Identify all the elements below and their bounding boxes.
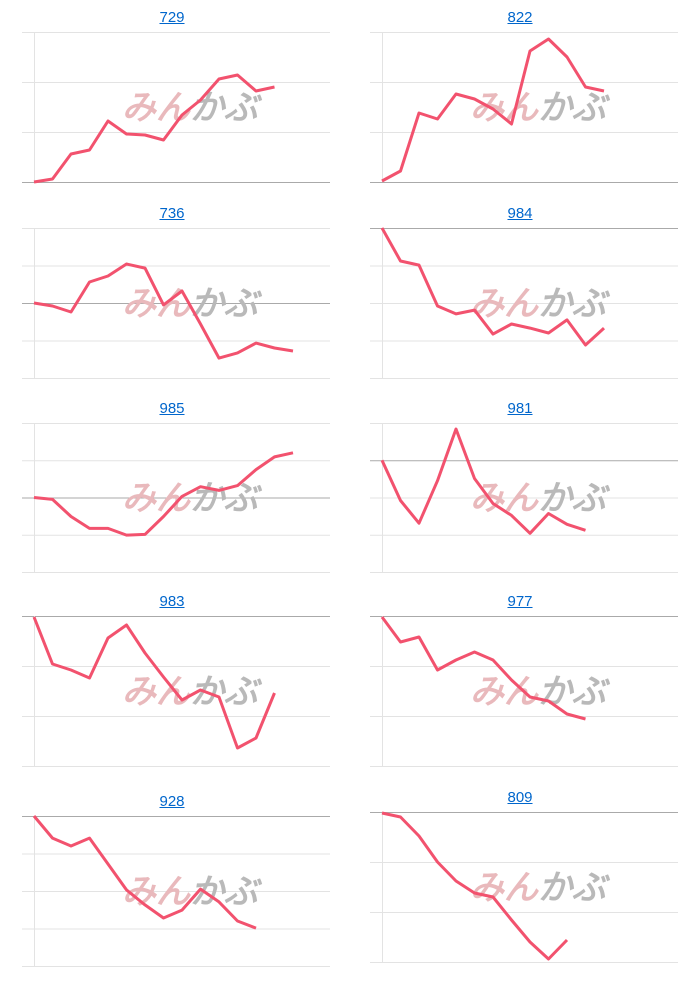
chart-title-link[interactable]: 928: [159, 793, 185, 810]
line-chart: みんかぶ: [22, 616, 330, 767]
watermark-part2: かぶ: [538, 672, 611, 712]
watermark-logo: みんかぶ: [470, 88, 611, 128]
series-line: [380, 616, 586, 721]
watermark-logo: みんかぶ: [470, 672, 611, 712]
chart-title-link[interactable]: 822: [507, 9, 533, 26]
watermark-logo: みんかぶ: [122, 479, 263, 519]
watermark-logo: みんかぶ: [122, 672, 263, 712]
watermark-part1: みん: [470, 672, 539, 712]
chart-title-link[interactable]: 729: [159, 9, 185, 26]
watermark-part2: かぶ: [538, 868, 611, 908]
chart-title-link[interactable]: 983: [159, 593, 185, 610]
chart-title-link[interactable]: 984: [507, 205, 533, 222]
chart-title-link[interactable]: 809: [507, 789, 533, 806]
watermark-part2: かぶ: [190, 672, 263, 712]
line-chart: みんかぶ: [370, 227, 678, 379]
watermark-part2: かぶ: [190, 88, 263, 128]
series-line: [380, 427, 586, 535]
series-line: [33, 73, 275, 184]
line-chart: みんかぶ: [370, 423, 678, 573]
chart-title-link[interactable]: 981: [507, 400, 533, 417]
chart-title-link[interactable]: 736: [159, 205, 185, 222]
watermark-part2: かぶ: [538, 284, 611, 324]
watermark-part2: かぶ: [538, 88, 611, 128]
watermark-logo: みんかぶ: [122, 284, 263, 324]
line-chart: みんかぶ: [22, 228, 330, 379]
watermark-part1: みん: [122, 672, 191, 712]
line-chart: みんかぶ: [370, 811, 678, 963]
series-line: [32, 616, 276, 750]
watermark-part1: みん: [122, 88, 191, 128]
watermark-part2: かぶ: [190, 479, 263, 519]
watermark-logo: みんかぶ: [122, 872, 263, 912]
watermark-part2: かぶ: [190, 284, 263, 324]
watermark-part2: かぶ: [538, 479, 611, 519]
chart-title-link[interactable]: 977: [507, 593, 533, 610]
chart-title-link[interactable]: 985: [159, 400, 185, 417]
line-chart: みんかぶ: [370, 616, 678, 767]
watermark-logo: みんかぶ: [470, 284, 611, 324]
watermark-logo: みんかぶ: [470, 868, 611, 908]
line-chart: みんかぶ: [22, 423, 330, 573]
watermark-part2: かぶ: [190, 872, 263, 912]
watermark-part1: みん: [122, 872, 191, 912]
line-chart: みんかぶ: [22, 32, 330, 184]
line-chart: みんかぶ: [22, 815, 330, 967]
watermark-logo: みんかぶ: [122, 88, 263, 128]
line-chart: みんかぶ: [370, 32, 678, 183]
watermark-part1: みん: [470, 868, 539, 908]
watermark-part1: みん: [470, 88, 539, 128]
